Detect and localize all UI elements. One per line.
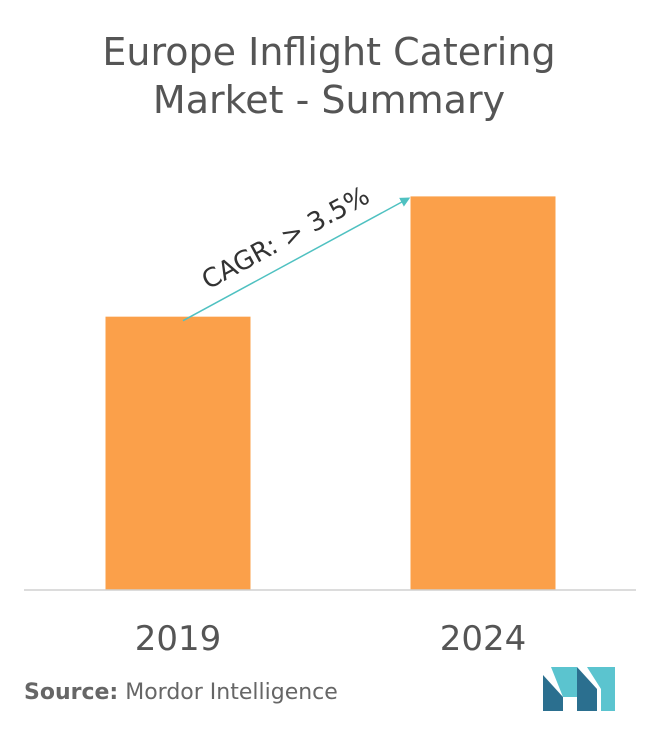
chart-title-line-2: Market - Summary [152, 78, 506, 122]
source-value: Mordor Intelligence [125, 680, 338, 705]
source-note: Source: Mordor Intelligence [24, 680, 338, 705]
bar-2024 [410, 196, 556, 590]
x-tick-label-2024: 2024 [440, 619, 527, 659]
chart-title: Europe Inflight Catering Market - Summar… [0, 28, 658, 124]
source-label: Source: [24, 680, 119, 705]
cagr-annotation-label: CAGR: > 3.5% [197, 181, 375, 296]
cagr-arrow [182, 197, 411, 322]
x-tick-label-2019: 2019 [135, 619, 222, 659]
mordor-intelligence-logo-icon [543, 667, 615, 711]
chart-title-line-1: Europe Inflight Catering [102, 30, 556, 74]
bar-2019 [105, 316, 251, 590]
